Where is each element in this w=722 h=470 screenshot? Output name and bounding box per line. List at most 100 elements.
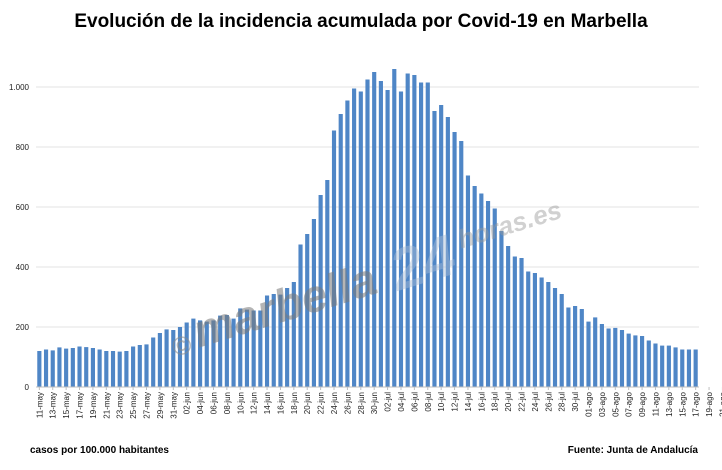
bar [593,317,598,387]
bar [512,256,517,387]
x-tick-label: 11-may [35,392,44,418]
bar [110,351,116,387]
bar [640,336,645,387]
bar [64,348,69,387]
bar [278,294,283,387]
x-tick-label: 17-ago [692,391,701,416]
bar [459,141,464,387]
bar [573,306,578,387]
bar [271,294,276,387]
bar [445,117,450,387]
bar [144,344,149,387]
x-tick-label: 30-jul [571,392,580,412]
bar [633,335,638,387]
bar [552,288,558,387]
bar [345,100,350,387]
bar [653,343,658,387]
x-tick-label: 22-jul [518,392,527,412]
bar [218,315,223,387]
x-tick-label: 02-jul [384,392,393,412]
bar [352,88,357,387]
x-tick-label: 24-jun [330,392,339,414]
bar [184,322,189,387]
bar [492,208,497,387]
bar [131,346,136,387]
x-tick-label: 09-ago [638,391,647,416]
bar [298,244,303,387]
bar [244,309,250,387]
y-tick-label: 800 [16,143,30,152]
bar [599,324,604,387]
bar [318,195,323,387]
bar [398,91,404,387]
bar [519,258,524,387]
bar [331,130,337,387]
bar [338,114,343,387]
y-tick-label: 200 [16,323,30,332]
bar [251,310,256,387]
bar [660,345,665,387]
x-tick-label: 10-jun [236,392,245,414]
bar [258,310,263,387]
x-tick-label: 30-jun [370,392,379,414]
x-tick-label: 06-jul [410,392,419,412]
x-tick-label: 21-ago [718,391,722,416]
bar [626,333,631,387]
bar [385,90,390,387]
x-tick-label: 24-jul [531,392,540,412]
bar [378,81,383,387]
x-tick-label: 13-may [49,392,58,419]
bar [43,349,49,387]
watermark-horas-text: horas.es [454,194,565,254]
x-tick-label: 14-jun [263,392,272,414]
bar [485,201,491,387]
x-tick-label: 10-jul [437,392,446,412]
x-tick-label: 23-may [116,392,125,419]
bar [84,347,89,387]
bar [619,330,625,387]
x-tick-label: 05-ago [611,391,620,416]
bar [211,320,216,387]
bar [224,315,229,387]
bar [238,308,243,387]
bar [231,318,236,387]
x-tick-label: 19-ago [705,391,714,416]
bar [586,321,591,387]
bar [539,277,544,387]
bar [171,330,176,387]
bar [137,345,142,387]
bar [439,105,444,387]
x-tick-label: 08-jun [223,392,232,414]
x-tick-label: 08-jul [424,392,433,412]
bar [157,333,162,387]
bar [412,75,417,387]
bar [325,180,330,387]
bar [311,219,316,387]
bar [50,350,55,387]
bar [405,73,410,387]
bar [472,186,477,387]
bar [104,351,109,387]
x-tick-label: 04-jun [196,392,205,414]
x-tick-label: 03-ago [598,391,607,416]
bar [673,347,678,387]
bar [198,320,203,387]
x-axis-ticks: 11-may 13-may 15-may 17-may 19-may 21-may 23-m… [35,387,722,419]
bar [90,348,95,387]
bar-series [37,69,698,387]
bar [291,282,296,387]
bar [452,132,457,387]
x-tick-label: 20-jul [504,392,513,412]
x-tick-label: 12-jun [250,392,259,414]
bar [358,91,363,387]
bar [204,321,209,387]
bar [499,231,504,387]
y-axis-ticks: 0 200 400 600 800 1.000 [9,83,30,392]
x-tick-label: 20-jun [303,392,312,414]
bar [37,351,42,387]
x-tick-label: 27-may [143,392,152,419]
bar [264,295,270,387]
bar [465,175,471,387]
y-tick-label: 0 [25,383,30,392]
y-tick-label: 400 [16,263,30,272]
